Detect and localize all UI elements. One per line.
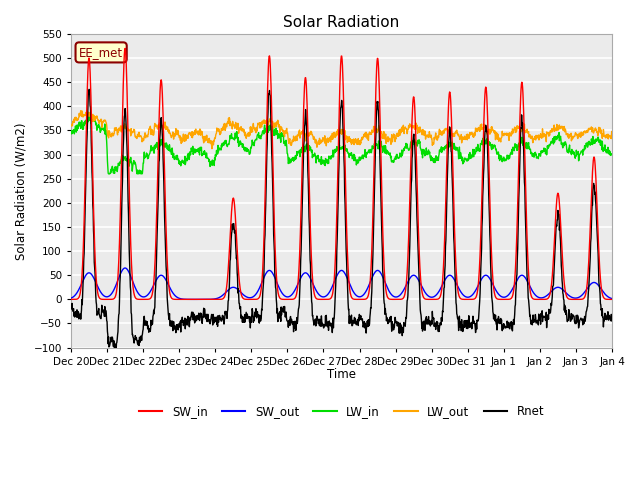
Text: EE_met: EE_met bbox=[79, 46, 123, 59]
Title: Solar Radiation: Solar Radiation bbox=[284, 15, 399, 30]
Y-axis label: Solar Radiation (W/m2): Solar Radiation (W/m2) bbox=[15, 122, 28, 260]
X-axis label: Time: Time bbox=[327, 368, 356, 381]
Legend: SW_in, SW_out, LW_in, LW_out, Rnet: SW_in, SW_out, LW_in, LW_out, Rnet bbox=[134, 401, 549, 423]
